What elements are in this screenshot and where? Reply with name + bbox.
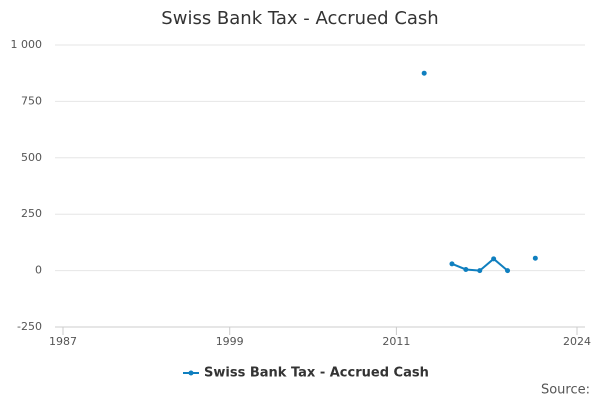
legend-label: Swiss Bank Tax - Accrued Cash (204, 366, 429, 381)
y-tick-label: 250 (21, 207, 42, 220)
point (505, 268, 511, 274)
source: Source: (541, 383, 590, 398)
point (477, 268, 483, 274)
point (532, 255, 538, 261)
y-tick-label: 1 000 (11, 38, 43, 51)
y-tick-label: 0 (35, 264, 42, 277)
y-tick-label: 750 (21, 94, 42, 107)
point (421, 70, 427, 76)
x-tick-label: 2011 (382, 335, 410, 348)
y-tick-label: 500 (21, 151, 42, 164)
x-tick-label: 1987 (49, 335, 77, 348)
x-tick-label: 1999 (216, 335, 244, 348)
point (449, 261, 455, 267)
chart-title: Swiss Bank Tax - Accrued Cash (161, 8, 438, 29)
legend-marker (188, 370, 194, 376)
y-tick-label: -250 (17, 320, 42, 333)
point (463, 266, 469, 272)
point (491, 256, 497, 262)
x-tick-label: 2024 (563, 335, 591, 348)
